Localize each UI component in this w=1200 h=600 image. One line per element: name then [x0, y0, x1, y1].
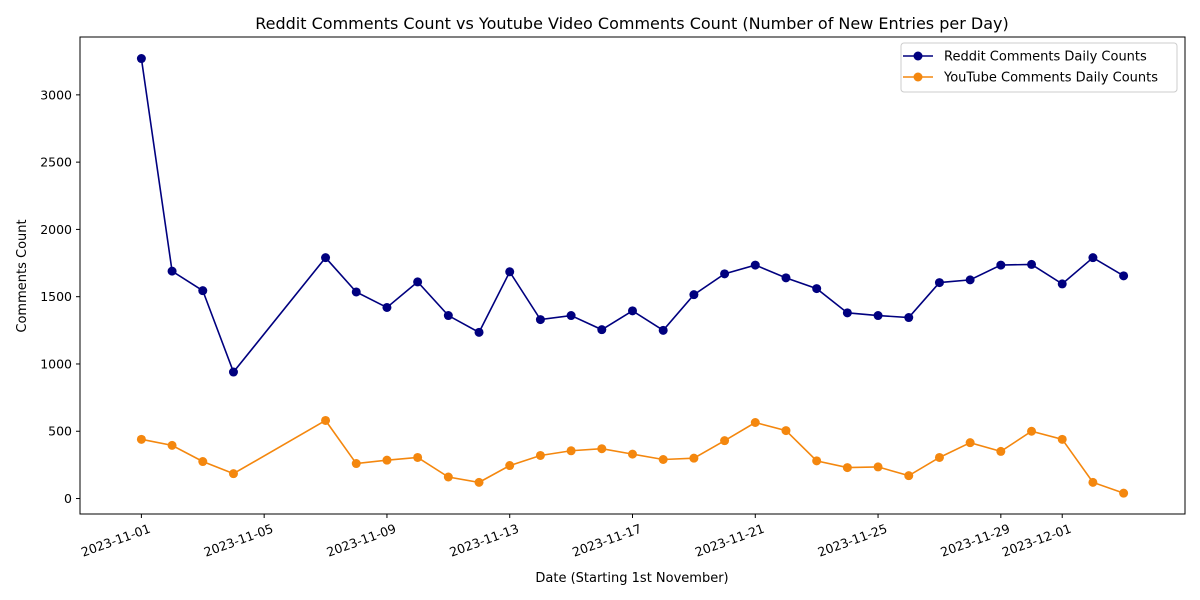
y-tick-label: 0 — [64, 491, 72, 506]
reddit-data-point — [1119, 271, 1129, 281]
reddit-data-point — [443, 311, 453, 321]
reddit-data-point — [750, 260, 760, 270]
x-tick-label: 2023-11-21 — [693, 521, 766, 560]
x-tick-label: 2023-11-17 — [570, 521, 643, 560]
youtube-data-point — [1119, 488, 1129, 498]
x-tick-label: 2023-11-01 — [79, 521, 152, 560]
youtube-data-point — [812, 456, 822, 466]
reddit-data-point — [1027, 259, 1037, 269]
reddit-data-point — [689, 290, 699, 300]
youtube-data-point — [996, 446, 1006, 456]
reddit-data-point — [873, 311, 883, 321]
y-tick-label: 2000 — [40, 222, 72, 237]
reddit-data-point — [474, 327, 484, 337]
youtube-data-point — [474, 477, 484, 487]
youtube-data-point — [321, 415, 331, 425]
reddit-data-point — [842, 308, 852, 318]
youtube-data-point — [413, 452, 423, 462]
reddit-data-point — [505, 267, 515, 277]
youtube-data-point — [505, 461, 515, 471]
y-axis: 0 500 1000 1500 2000 2500 3000 — [40, 87, 80, 506]
reddit-data-point — [597, 325, 607, 335]
chart-title: Reddit Comments Count vs Youtube Video C… — [255, 14, 1008, 33]
x-tick-label: 2023-11-09 — [325, 521, 398, 560]
youtube-data-point — [658, 455, 668, 465]
reddit-data-point — [566, 311, 576, 321]
youtube-data-point — [566, 446, 576, 456]
reddit-data-point — [167, 266, 177, 276]
youtube-data-point — [720, 436, 730, 446]
youtube-data-point — [382, 455, 392, 465]
youtube-data-point — [535, 450, 545, 460]
x-tick-label: 2023-11-25 — [816, 521, 889, 560]
reddit-legend-marker — [913, 51, 923, 61]
y-tick-label: 2500 — [40, 155, 72, 170]
youtube-data-point — [781, 426, 791, 436]
reddit-data-point — [321, 253, 331, 263]
reddit-data-point — [413, 277, 423, 287]
youtube-data-point — [689, 453, 699, 463]
youtube-data-point — [750, 418, 760, 428]
reddit-data-point — [198, 286, 208, 296]
reddit-series — [136, 54, 1129, 377]
reddit-data-point — [351, 287, 361, 297]
youtube-data-point — [198, 457, 208, 467]
reddit-data-point — [228, 367, 238, 377]
series-layer — [136, 54, 1129, 498]
x-tick-label: 2023-11-13 — [447, 521, 520, 560]
y-tick-label: 1500 — [40, 289, 72, 304]
youtube-data-point — [228, 469, 238, 479]
x-tick-label: 2023-11-29 — [938, 521, 1011, 560]
reddit-data-point — [812, 284, 822, 294]
y-axis-title: Comments Count — [15, 219, 30, 332]
reddit-data-point — [965, 275, 975, 285]
reddit-data-point — [658, 325, 668, 335]
youtube-data-point — [1088, 477, 1098, 487]
reddit-data-point — [535, 315, 545, 325]
reddit-series-line — [140, 58, 1125, 374]
youtube-data-point — [904, 471, 914, 481]
y-tick-label: 500 — [48, 424, 72, 439]
y-tick-label: 3000 — [40, 87, 72, 102]
youtube-data-point — [965, 438, 975, 448]
youtube-data-point — [628, 449, 637, 459]
youtube-series — [136, 415, 1129, 498]
legend-box — [900, 42, 1178, 93]
plot-frame — [79, 36, 1186, 515]
youtube-legend-marker — [913, 72, 923, 82]
youtube-data-point — [443, 472, 453, 482]
reddit-data-point — [628, 306, 637, 316]
y-tick-label: 1000 — [40, 356, 72, 371]
x-axis: 2023-11-01 2023-11-05 2023-11-09 2023-11-13… — [79, 514, 1073, 560]
reddit-data-point — [996, 260, 1006, 270]
x-tick-label: 2023-12-01 — [1000, 521, 1073, 560]
youtube-data-point — [136, 434, 146, 444]
youtube-data-point — [1027, 426, 1037, 436]
youtube-data-point — [167, 440, 177, 450]
youtube-data-point — [873, 462, 883, 472]
x-tick-label: 2023-11-05 — [202, 521, 275, 560]
reddit-data-point — [1088, 253, 1098, 263]
youtube-legend-label: YouTube Comments Daily Counts — [943, 71, 1158, 86]
youtube-data-point — [1057, 434, 1067, 444]
reddit-legend-label: Reddit Comments Daily Counts — [944, 50, 1147, 65]
reddit-data-point — [904, 313, 914, 323]
youtube-data-point — [351, 459, 361, 469]
youtube-data-point — [842, 463, 852, 473]
youtube-data-point — [934, 452, 944, 462]
youtube-data-point — [597, 444, 607, 454]
reddit-data-point — [720, 269, 730, 279]
reddit-data-point — [934, 278, 944, 288]
reddit-data-point — [781, 273, 791, 283]
x-axis-title: Date (Starting 1st November) — [535, 571, 728, 586]
reddit-data-point — [136, 54, 146, 64]
reddit-data-point — [382, 302, 392, 312]
legend: Reddit Comments Daily Counts YouTube Comm… — [900, 42, 1178, 93]
reddit-data-point — [1057, 279, 1067, 289]
plot-area — [79, 36, 1186, 515]
